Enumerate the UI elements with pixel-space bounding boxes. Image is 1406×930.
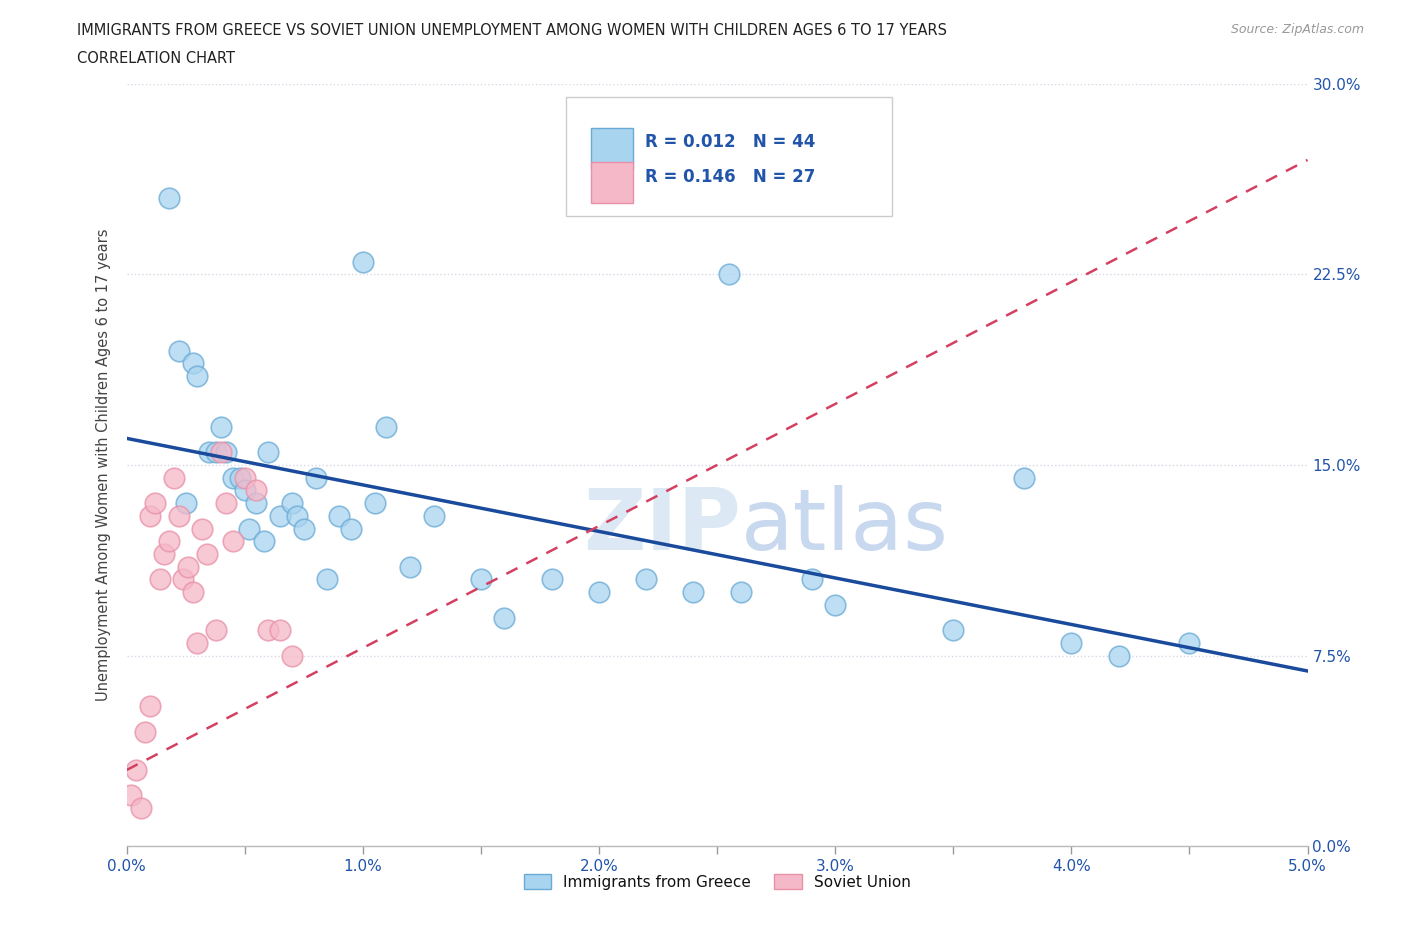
- Point: [215, 445, 238, 459]
- Point: [186, 368, 208, 383]
- Point: [167, 509, 190, 524]
- Point: [222, 534, 245, 549]
- Text: CORRELATION CHART: CORRELATION CHART: [77, 51, 235, 66]
- Point: [233, 483, 256, 498]
- Point: [800, 572, 823, 587]
- Point: [328, 509, 350, 524]
- FancyBboxPatch shape: [591, 128, 633, 169]
- Point: [540, 572, 562, 587]
- Point: [292, 521, 315, 536]
- Point: [257, 623, 280, 638]
- Point: [215, 496, 238, 511]
- Point: [269, 509, 291, 524]
- Point: [205, 623, 228, 638]
- Point: [682, 585, 704, 600]
- Point: [222, 471, 245, 485]
- Point: [375, 419, 398, 434]
- Point: [157, 534, 180, 549]
- Text: R = 0.146   N = 27: R = 0.146 N = 27: [645, 167, 815, 186]
- Point: [205, 445, 228, 459]
- Point: [252, 534, 274, 549]
- Point: [120, 788, 142, 803]
- Point: [181, 356, 204, 371]
- FancyBboxPatch shape: [591, 162, 633, 204]
- FancyBboxPatch shape: [565, 97, 891, 216]
- Point: [1012, 471, 1035, 485]
- Point: [233, 471, 256, 485]
- Point: [157, 191, 180, 206]
- Point: [942, 623, 965, 638]
- Point: [125, 763, 148, 777]
- Point: [316, 572, 339, 587]
- Point: [470, 572, 492, 587]
- Point: [245, 496, 267, 511]
- Point: [209, 419, 232, 434]
- Point: [245, 483, 267, 498]
- Point: [352, 254, 374, 269]
- Point: [824, 597, 846, 612]
- Text: atlas: atlas: [741, 485, 949, 567]
- Point: [285, 509, 308, 524]
- Point: [177, 559, 200, 574]
- Point: [399, 559, 422, 574]
- Point: [281, 496, 304, 511]
- Point: [186, 635, 208, 650]
- Y-axis label: Unemployment Among Women with Children Ages 6 to 17 years: Unemployment Among Women with Children A…: [96, 229, 111, 701]
- Point: [198, 445, 221, 459]
- Point: [229, 471, 252, 485]
- Point: [636, 572, 658, 587]
- Text: R = 0.012   N = 44: R = 0.012 N = 44: [645, 133, 815, 152]
- Point: [129, 801, 152, 816]
- Point: [1060, 635, 1083, 650]
- Point: [281, 648, 304, 663]
- Point: [153, 547, 176, 562]
- Point: [588, 585, 610, 600]
- Point: [1108, 648, 1130, 663]
- Point: [174, 496, 197, 511]
- Point: [149, 572, 172, 587]
- Point: [1178, 635, 1201, 650]
- Point: [191, 521, 214, 536]
- Text: Source: ZipAtlas.com: Source: ZipAtlas.com: [1230, 23, 1364, 36]
- Point: [717, 267, 740, 282]
- Point: [167, 343, 190, 358]
- Text: ZIP: ZIP: [583, 485, 741, 567]
- Point: [139, 509, 162, 524]
- Point: [181, 585, 204, 600]
- Legend: Immigrants from Greece, Soviet Union: Immigrants from Greece, Soviet Union: [517, 868, 917, 896]
- Point: [195, 547, 218, 562]
- Point: [257, 445, 280, 459]
- Point: [304, 471, 326, 485]
- Point: [269, 623, 291, 638]
- Point: [422, 509, 444, 524]
- Point: [730, 585, 752, 600]
- Point: [139, 699, 162, 714]
- Point: [163, 471, 186, 485]
- Text: IMMIGRANTS FROM GREECE VS SOVIET UNION UNEMPLOYMENT AMONG WOMEN WITH CHILDREN AG: IMMIGRANTS FROM GREECE VS SOVIET UNION U…: [77, 23, 948, 38]
- Point: [238, 521, 260, 536]
- Point: [209, 445, 232, 459]
- Point: [494, 610, 516, 625]
- Point: [340, 521, 363, 536]
- Point: [143, 496, 166, 511]
- Point: [172, 572, 194, 587]
- Point: [134, 724, 156, 739]
- Point: [363, 496, 385, 511]
